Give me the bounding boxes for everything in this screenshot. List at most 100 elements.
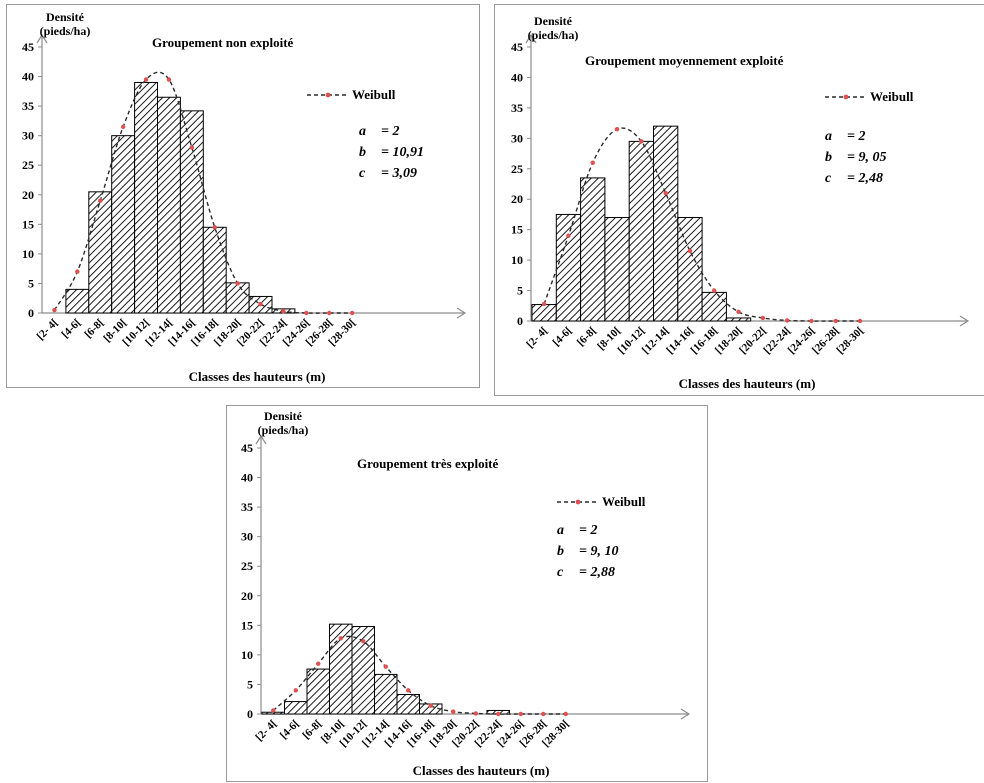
param-name: a xyxy=(557,523,564,538)
x-axis-label: Classes des hauteurs (m) xyxy=(679,376,816,391)
param-value: = 9, 05 xyxy=(847,150,886,165)
y-axis-label: (pieds/ha) xyxy=(528,28,579,42)
chart-panel-moyennement-exploite: 0 5 10 15 20 25 30 35 40 45 [2- 4[[4-6[[6-8[[8-10[… xyxy=(494,4,984,396)
legend-marker xyxy=(575,499,581,505)
bar xyxy=(677,216,703,322)
y-axis-label: (pieds/ha) xyxy=(40,24,91,38)
y-axis-arrow xyxy=(36,33,48,44)
weibull-point xyxy=(327,310,332,316)
param-value: = 2,88 xyxy=(579,565,615,580)
param-value: = 10,91 xyxy=(381,145,424,160)
weibull-point xyxy=(760,315,766,321)
x-axis-arrow xyxy=(959,315,970,327)
chart-title: Groupement moyennement exploité xyxy=(585,53,784,68)
weibull-point xyxy=(338,636,343,641)
weibull-point xyxy=(566,233,571,238)
legend-label: Weibull xyxy=(602,494,646,509)
weibull-point xyxy=(614,127,620,132)
y-tick-label: 35 xyxy=(511,101,523,115)
y-tick-label: 25 xyxy=(22,158,34,172)
weibull-point xyxy=(687,248,693,254)
weibull-point xyxy=(639,139,644,144)
bar xyxy=(88,191,113,314)
y-tick-label: 30 xyxy=(22,129,34,143)
param-name: b xyxy=(557,544,564,559)
weibull-point xyxy=(736,309,741,315)
weibull-point xyxy=(833,318,838,324)
bar xyxy=(284,701,308,715)
y-tick-label: 45 xyxy=(22,40,34,54)
weibull-curve xyxy=(53,71,353,314)
y-tick-label: 5 xyxy=(28,276,34,290)
param-value: = 2 xyxy=(381,124,399,139)
x-tick-label: [2- 4[ xyxy=(524,324,550,350)
bar xyxy=(604,216,630,322)
param-name: c xyxy=(359,166,366,181)
y-axis-label: Densité xyxy=(46,10,85,24)
bar xyxy=(701,291,727,322)
y-tick-label: 40 xyxy=(511,70,523,84)
y-tick-label: 30 xyxy=(241,530,253,544)
weibull-point xyxy=(52,307,57,313)
weibull-point xyxy=(361,639,366,644)
weibull-point xyxy=(235,281,240,286)
weibull-point xyxy=(541,301,547,307)
bar xyxy=(225,282,250,314)
weibull-curve xyxy=(272,635,566,715)
weibull-point xyxy=(189,145,195,150)
legend-marker xyxy=(843,94,849,100)
legend-marker xyxy=(325,92,331,98)
weibull-point xyxy=(293,688,298,693)
y-tick-label: 30 xyxy=(511,131,523,145)
bar xyxy=(628,140,654,322)
x-tick-label: [4-6[ xyxy=(278,717,302,741)
bar xyxy=(374,673,398,715)
weibull-point xyxy=(271,708,276,713)
bar xyxy=(531,304,557,322)
chart-title: Groupement non exploité xyxy=(152,35,294,50)
weibull-point xyxy=(496,711,501,717)
param-name: c xyxy=(825,171,832,186)
x-tick-label: [4-6[ xyxy=(59,316,83,340)
y-tick-label: 5 xyxy=(247,677,253,691)
weibull-point xyxy=(518,711,523,717)
legend-label: Weibull xyxy=(870,89,914,104)
y-tick-label: 20 xyxy=(22,188,34,202)
param-value: = 2 xyxy=(579,523,597,538)
weibull-point xyxy=(406,688,411,693)
weibull-point xyxy=(712,288,717,293)
param-value: = 2 xyxy=(847,129,865,144)
weibull-point xyxy=(809,318,814,324)
bar xyxy=(111,135,136,314)
weibull-point xyxy=(304,310,309,316)
weibull-point xyxy=(166,77,172,82)
chart-panel-non-exploite: 0 5 10 15 20 25 30 35 40 45 [2- 4[[4-6[[6-8[[8-10[… xyxy=(6,4,480,388)
y-tick-label: 5 xyxy=(517,284,523,298)
chart-title: Groupement très exploité xyxy=(357,456,499,471)
y-tick-label: 0 xyxy=(247,707,253,721)
y-tick-label: 40 xyxy=(22,70,34,84)
bar xyxy=(396,693,420,715)
x-tick-label: [28-30[ xyxy=(834,324,866,356)
weibull-point xyxy=(383,664,388,669)
y-tick-label: 15 xyxy=(241,618,253,632)
bar xyxy=(725,317,752,322)
y-tick-label: 15 xyxy=(22,217,34,231)
bar xyxy=(580,177,606,322)
bar xyxy=(65,288,90,314)
weibull-point xyxy=(212,225,217,230)
y-tick-label: 10 xyxy=(241,648,253,662)
weibull-point xyxy=(143,77,149,82)
x-axis-arrow xyxy=(456,307,467,319)
x-tick-label: [4-6[ xyxy=(551,324,575,348)
weibull-point xyxy=(316,661,321,666)
bar xyxy=(157,96,181,314)
bar xyxy=(306,668,330,715)
bar xyxy=(179,110,204,314)
weibull-point xyxy=(349,310,355,316)
weibull-point xyxy=(428,703,433,708)
param-name: c xyxy=(557,565,564,580)
y-tick-label: 45 xyxy=(511,40,523,54)
